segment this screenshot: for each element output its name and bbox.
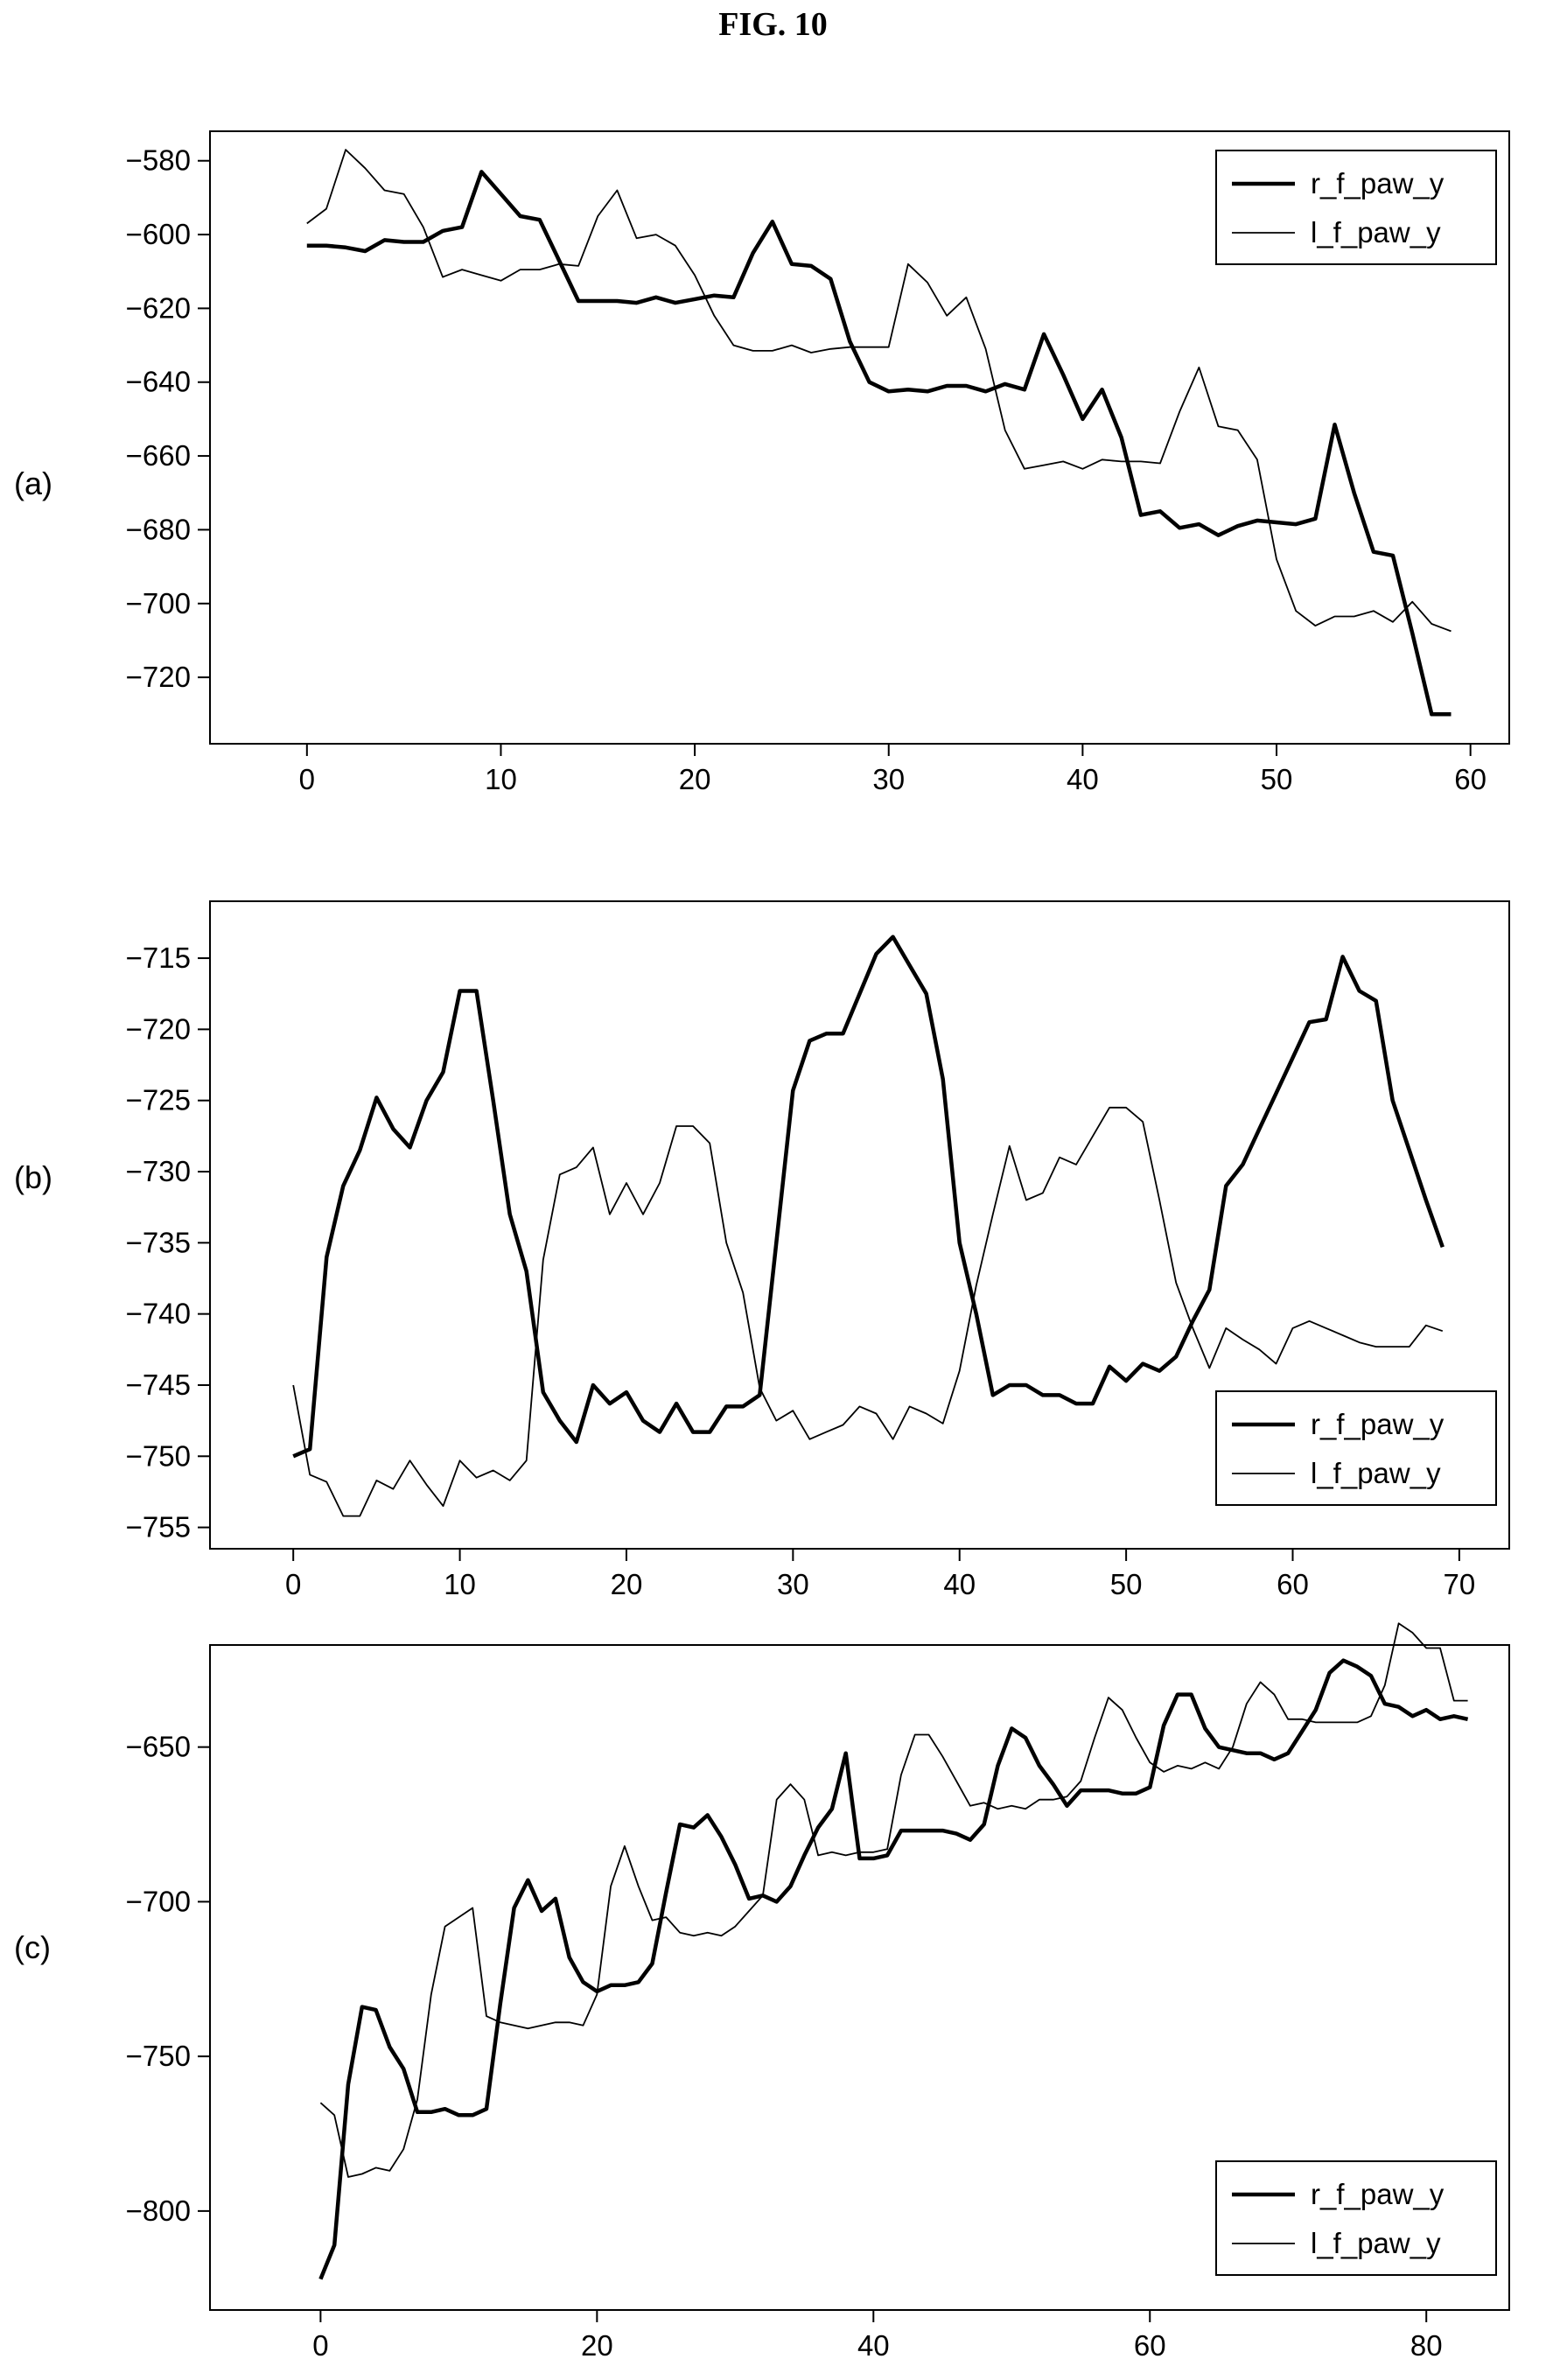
legend-box	[1215, 2160, 1497, 2276]
ytick-label: −800	[126, 2194, 191, 2227]
ytick-label: −735	[126, 1226, 191, 1258]
ytick-label: −640	[126, 366, 191, 398]
series-line-r-f-paw-y	[306, 170, 1452, 717]
chart-c-svg: −800 −750 −700 −650 0 20 40 60 80 r_f_paw_y l_f_pa…	[126, 1622, 1510, 2362]
plot-frame	[209, 900, 1510, 1550]
series-line-l-f-paw-y	[319, 1622, 1468, 2178]
xtick-label: 40	[857, 2329, 890, 2362]
xtick-label: 60	[1277, 1568, 1309, 1600]
ytick-label: −700	[126, 587, 191, 620]
xtick-label: 30	[777, 1568, 809, 1600]
figure-title: FIG. 10	[718, 6, 828, 43]
ytick-label: −715	[126, 942, 191, 974]
ytick-label: −720	[126, 661, 191, 693]
ytick-label: −600	[126, 218, 191, 250]
ytick-label: −700	[126, 1885, 191, 1917]
xtick-label: 60	[1134, 2329, 1166, 2362]
xtick-label: 10	[444, 1568, 476, 1600]
legend-box	[1215, 150, 1497, 265]
series-line-l-f-paw-y	[306, 149, 1452, 633]
legend-label: r_f_paw_y	[1311, 2178, 1445, 2210]
panel-label-a: (a)	[14, 466, 52, 501]
xtick-label: 50	[1110, 1568, 1143, 1600]
series-line-r-f-paw-y	[292, 934, 1445, 1459]
ytick-label: −725	[126, 1084, 191, 1116]
xtick-label: 0	[285, 1568, 301, 1600]
xtick-label: 30	[872, 763, 905, 795]
legend-label: l_f_paw_y	[1311, 216, 1441, 248]
xtick-label: 60	[1454, 763, 1487, 795]
ytick-label: −650	[126, 1731, 191, 1763]
chart-panel-b: (b) −755 −750 −745 −740 −735 −730 −725 −720 −715…	[0, 875, 1546, 1628]
legend-label: l_f_paw_y	[1311, 1457, 1441, 1489]
xtick-label: 0	[312, 2329, 328, 2362]
ytick-label: −580	[126, 144, 191, 177]
xtick-label: 20	[581, 2329, 613, 2362]
ytick-label: −755	[126, 1511, 191, 1544]
plot-frame	[209, 1644, 1510, 2311]
chart-panel-a: (a) −720 −700 −680 −660 −640 −620 −600 −580 0 10 2…	[0, 79, 1546, 831]
xtick-label: 40	[1067, 763, 1099, 795]
series-line-r-f-paw-y	[318, 1658, 1469, 2280]
panel-label-b: (b)	[14, 1159, 52, 1195]
xtick-label: 80	[1410, 2329, 1443, 2362]
ytick-label: −740	[126, 1298, 191, 1330]
xtick-label: 0	[299, 763, 315, 795]
series-line-l-f-paw-y	[292, 1106, 1444, 1517]
xtick-label: 20	[611, 1568, 643, 1600]
xtick-label: 10	[485, 763, 517, 795]
ytick-label: −750	[126, 1439, 191, 1472]
ytick-label: −750	[126, 2040, 191, 2072]
xtick-label: 50	[1261, 763, 1293, 795]
legend-label: l_f_paw_y	[1311, 2227, 1441, 2259]
ytick-label: −660	[126, 439, 191, 472]
legend-box	[1215, 1390, 1497, 1506]
chart-panel-c: (c) −800 −750 −700 −650 0 20 40 60 80 r_f_paw_y l_…	[0, 1622, 1546, 2380]
legend-label: r_f_paw_y	[1311, 167, 1445, 200]
ytick-label: −720	[126, 1012, 191, 1045]
xtick-label: 20	[679, 763, 711, 795]
plot-frame	[209, 130, 1510, 745]
legend-label: r_f_paw_y	[1311, 1408, 1445, 1440]
panel-label-c: (c)	[14, 1929, 51, 1965]
chart-a-svg: −720 −700 −680 −660 −640 −620 −600 −580 0 10 20 30 4…	[126, 130, 1510, 795]
ytick-label: −620	[126, 291, 191, 324]
chart-b-svg: −755 −750 −745 −740 −735 −730 −725 −720 −715 0 10 2…	[126, 900, 1510, 1600]
xtick-label: 70	[1444, 1568, 1476, 1600]
xtick-label: 40	[943, 1568, 976, 1600]
ytick-label: −680	[126, 513, 191, 545]
ytick-label: −745	[126, 1368, 191, 1401]
ytick-label: −730	[126, 1155, 191, 1187]
